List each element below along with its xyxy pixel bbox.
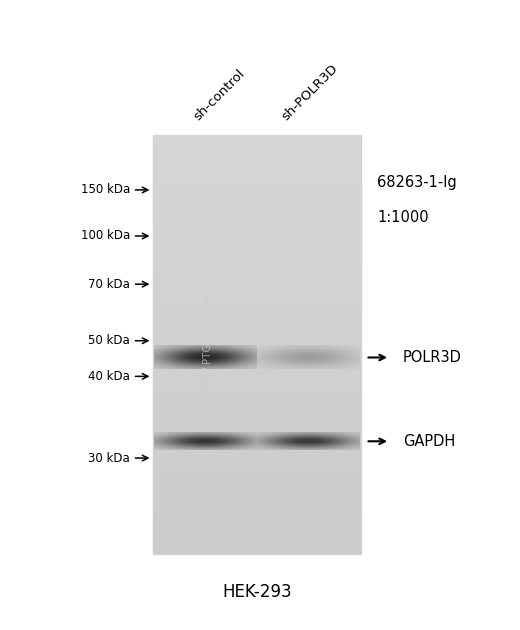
Text: WWW.PTGLAB.COM: WWW.PTGLAB.COM: [203, 294, 213, 396]
Text: sh-POLR3D: sh-POLR3D: [279, 62, 341, 123]
Text: GAPDH: GAPDH: [403, 434, 455, 449]
Text: 150 kDa: 150 kDa: [81, 183, 130, 197]
Text: sh-control: sh-control: [191, 67, 247, 123]
Text: POLR3D: POLR3D: [403, 350, 462, 365]
Bar: [153, 135, 361, 554]
Text: 1:1000: 1:1000: [377, 210, 428, 225]
Text: 30 kDa: 30 kDa: [88, 452, 130, 464]
Text: 40 kDa: 40 kDa: [88, 370, 130, 383]
Text: 70 kDa: 70 kDa: [88, 278, 130, 290]
Text: 50 kDa: 50 kDa: [88, 335, 130, 347]
Text: 68263-1-Ig: 68263-1-Ig: [377, 175, 457, 190]
Text: HEK-293: HEK-293: [223, 583, 292, 601]
Text: 100 kDa: 100 kDa: [81, 229, 130, 243]
